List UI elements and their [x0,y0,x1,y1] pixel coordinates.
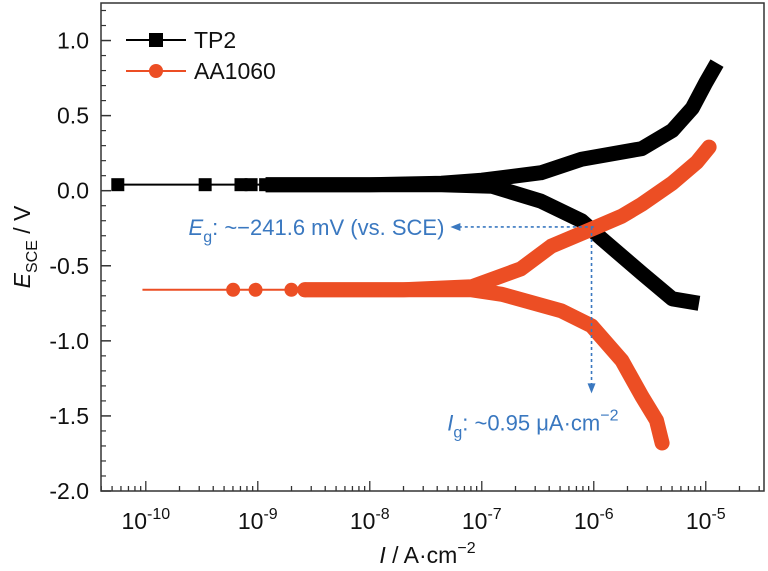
legend-circle-marker-icon [149,64,163,78]
x-axis-title: I / A·cm−2 [379,540,475,568]
series-layer [111,59,724,451]
y-tick-label: 1.0 [57,28,89,54]
data-point [226,282,241,297]
data-point [297,282,312,297]
legend-label: TP2 [194,27,236,53]
axes-layer: 1.0 0.5 0.0 -0.5 -1.0 -1.5 -2.0 10-10 10-9 10-8 10… [9,2,765,568]
data-point [284,282,299,297]
cathodic-branch [265,177,701,311]
series-tp2 [111,59,724,311]
y-tick-label: -1.0 [49,328,89,354]
x-tick-label: 10-5 [686,506,726,534]
annotation-layer: Eg: ~−241.6 mV (vs. SCE) Ig: ~0.95 μA·cm−… [189,215,619,441]
data-point [405,282,420,297]
y-tick-label: -1.5 [49,403,89,429]
legend: TP2 AA1060 [126,27,276,84]
y-axis-title: ESCE / V [9,205,41,288]
legend-item-tp2: TP2 [126,27,236,53]
data-point [312,282,327,297]
data-point [198,178,212,192]
anodic-branch [265,59,724,193]
legend-square-marker-icon [149,33,163,47]
annotation-label: Ig: ~0.95 μA·cm−2 [447,407,618,441]
data-point [234,178,248,192]
plot-frame [100,2,765,492]
data-point [111,178,125,192]
data-point [248,282,263,297]
y-tick-label: 0.5 [57,103,89,129]
data-point [322,282,337,297]
y-tick-label: -0.5 [49,253,89,279]
y-tick-label: -2.0 [49,478,89,504]
cathodic-branch [297,282,670,451]
annotation-ig: Ig: ~0.95 μA·cm−2 [447,226,619,441]
series-aa1060 [142,139,717,451]
x-tick-label: 10-9 [238,506,278,534]
arrow-head-icon [450,222,461,231]
x-tick-label: 10-7 [462,506,502,534]
y-tick-label: 0.0 [57,178,89,204]
x-tick-label: 10-10 [121,506,170,534]
arrow-head-icon [587,383,596,394]
x-tick-label: 10-8 [350,506,390,534]
data-point [332,282,347,297]
annotation-label: Eg: ~−241.6 mV (vs. SCE) [189,215,445,246]
data-point [244,178,258,192]
annotation-eg: Eg: ~−241.6 mV (vs. SCE) [189,215,594,246]
legend-item-aa1060: AA1060 [126,58,276,84]
legend-label: AA1060 [194,58,276,84]
data-point [318,178,332,192]
x-tick-label: 10-6 [574,506,614,534]
